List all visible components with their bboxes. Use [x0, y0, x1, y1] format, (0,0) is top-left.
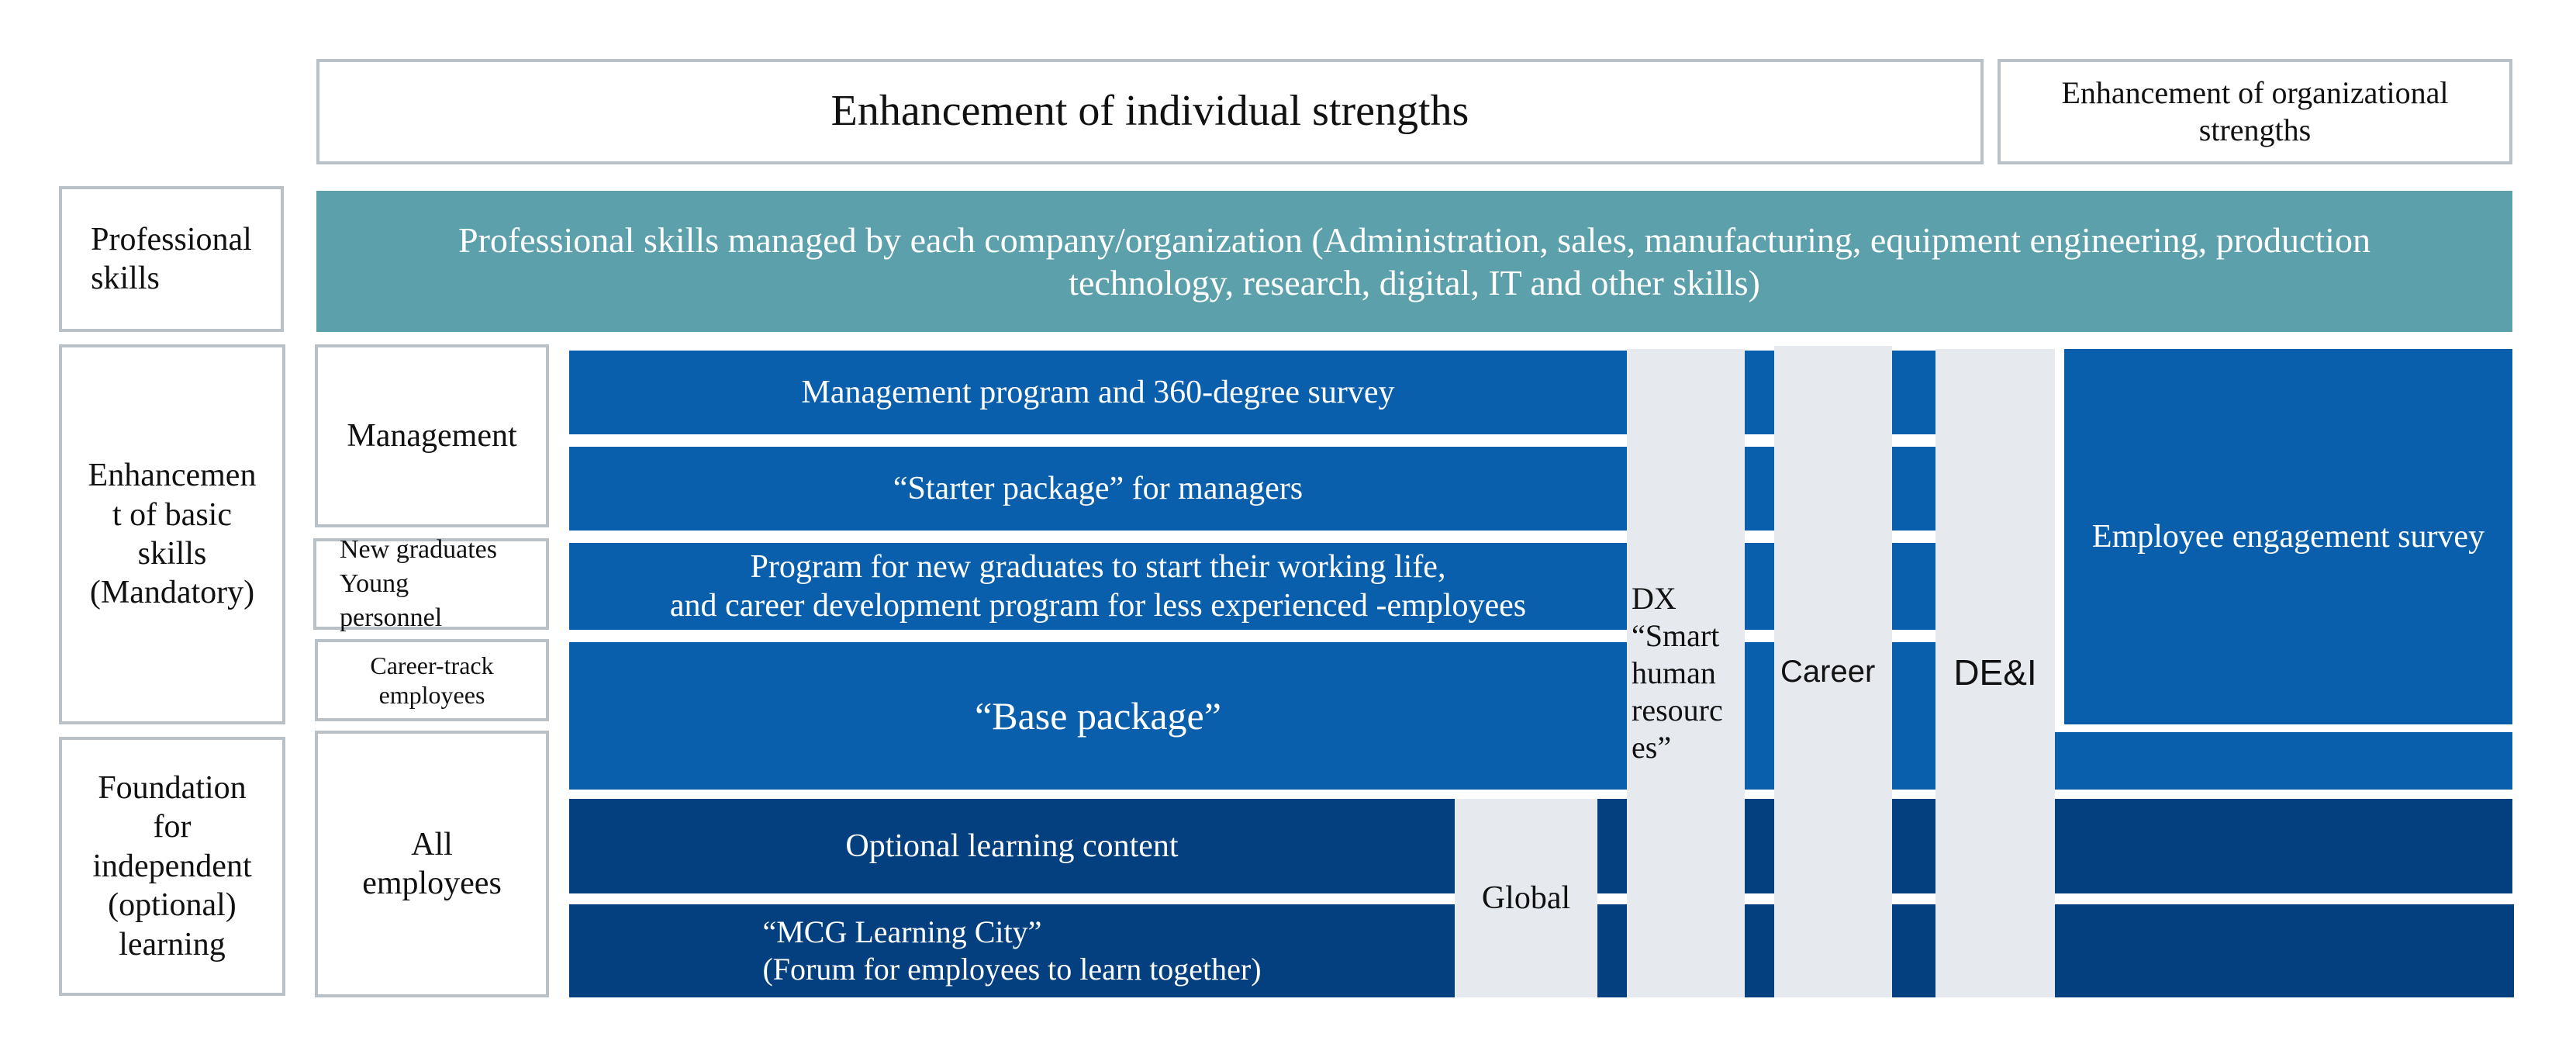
program-starter-package-text: “Starter package” for managers — [893, 470, 1304, 506]
target-new-graduates: New graduates Young personnel — [313, 535, 549, 632]
dx-career-strip-4 — [1745, 642, 1774, 790]
program-management-360-text: Management program and 360-degree survey — [801, 374, 1395, 410]
column-career-text: Career — [1780, 655, 1876, 689]
program-learning-city-text: “MCG Learning City” (Forum for employees… — [762, 914, 1262, 987]
career-dei-strip-3 — [1892, 543, 1935, 630]
target-management: Management — [315, 344, 549, 527]
right-bar-learning-city — [2055, 904, 2514, 997]
program-management-360: Management program and 360-degree survey — [569, 351, 1627, 434]
target-career-track-text: Career-track employees — [370, 651, 494, 709]
row-label-foundation-text: Foundation for independent (optional) le… — [92, 770, 252, 963]
header-organizational-strengths: Enhancement of organizational strengths — [1998, 59, 2512, 164]
column-dei: DE&I — [1935, 349, 2055, 997]
program-optional-content: Optional learning content — [569, 799, 1455, 893]
column-dx: DX “Smart human resourc es” — [1627, 349, 1745, 997]
career-dei-strip-4 — [1892, 642, 1935, 790]
program-optional-content-text: Optional learning content — [845, 828, 1179, 864]
program-new-graduates: Program for new graduates to start their… — [569, 543, 1627, 630]
career-dei-strip-2 — [1892, 447, 1935, 530]
header-individual-strengths: Enhancement of individual strengths — [316, 59, 1984, 164]
career-dei-strip-1 — [1892, 351, 1935, 434]
row-label-professional-skills: Professional skills — [59, 186, 284, 332]
dx-career-strip-5 — [1745, 799, 1774, 893]
right-bar-optional — [2055, 799, 2512, 893]
row-label-professional-text: Professional skills — [91, 221, 252, 296]
professional-skills-banner-text: Professional skills managed by each comp… — [458, 219, 2371, 302]
dx-career-strip-2 — [1745, 447, 1774, 530]
column-dx-text: DX “Smart human resourc es” — [1632, 581, 1723, 765]
column-global: Global — [1455, 799, 1597, 997]
global-strip-row7 — [1597, 904, 1627, 997]
row-label-basic-skills: Enhancemen t of basic skills (Mandatory) — [59, 344, 285, 724]
target-management-text: Management — [347, 417, 517, 454]
global-strip-row6 — [1597, 799, 1627, 893]
program-starter-package: “Starter package” for managers — [569, 447, 1627, 530]
career-dei-strip-5 — [1892, 799, 1935, 893]
professional-skills-banner: Professional skills managed by each comp… — [316, 191, 2512, 332]
row-label-foundation: Foundation for independent (optional) le… — [59, 737, 285, 996]
column-career: Career — [1774, 346, 1892, 997]
target-career-track: Career-track employees — [315, 639, 549, 721]
program-new-graduates-text: Program for new graduates to start their… — [669, 548, 1527, 624]
target-new-graduates-text: New graduates Young personnel — [340, 534, 497, 633]
dx-career-strip-1 — [1745, 351, 1774, 434]
row-label-basic-text: Enhancemen t of basic skills (Mandatory) — [88, 458, 257, 611]
target-all-employees-text: All employees — [362, 826, 502, 901]
program-base-package-text: “Base package” — [975, 694, 1221, 738]
dx-career-strip-6 — [1745, 904, 1774, 997]
column-dei-text: DE&I — [1953, 652, 2037, 693]
program-learning-city: “MCG Learning City” (Forum for employees… — [569, 904, 1455, 997]
employee-engagement-survey-text: Employee engagement survey — [2091, 518, 2485, 555]
program-base-package: “Base package” — [569, 642, 1627, 790]
career-dei-strip-6 — [1892, 904, 1935, 997]
column-global-text: Global — [1481, 880, 1571, 916]
header-organizational-label: Enhancement of organizational strengths — [2061, 75, 2449, 147]
dx-career-strip-3 — [1745, 543, 1774, 630]
right-bar-base — [2055, 732, 2512, 790]
employee-engagement-survey: Employee engagement survey — [2064, 349, 2512, 724]
target-all-employees: All employees — [315, 731, 549, 997]
header-individual-label: Enhancement of individual strengths — [830, 87, 1469, 136]
